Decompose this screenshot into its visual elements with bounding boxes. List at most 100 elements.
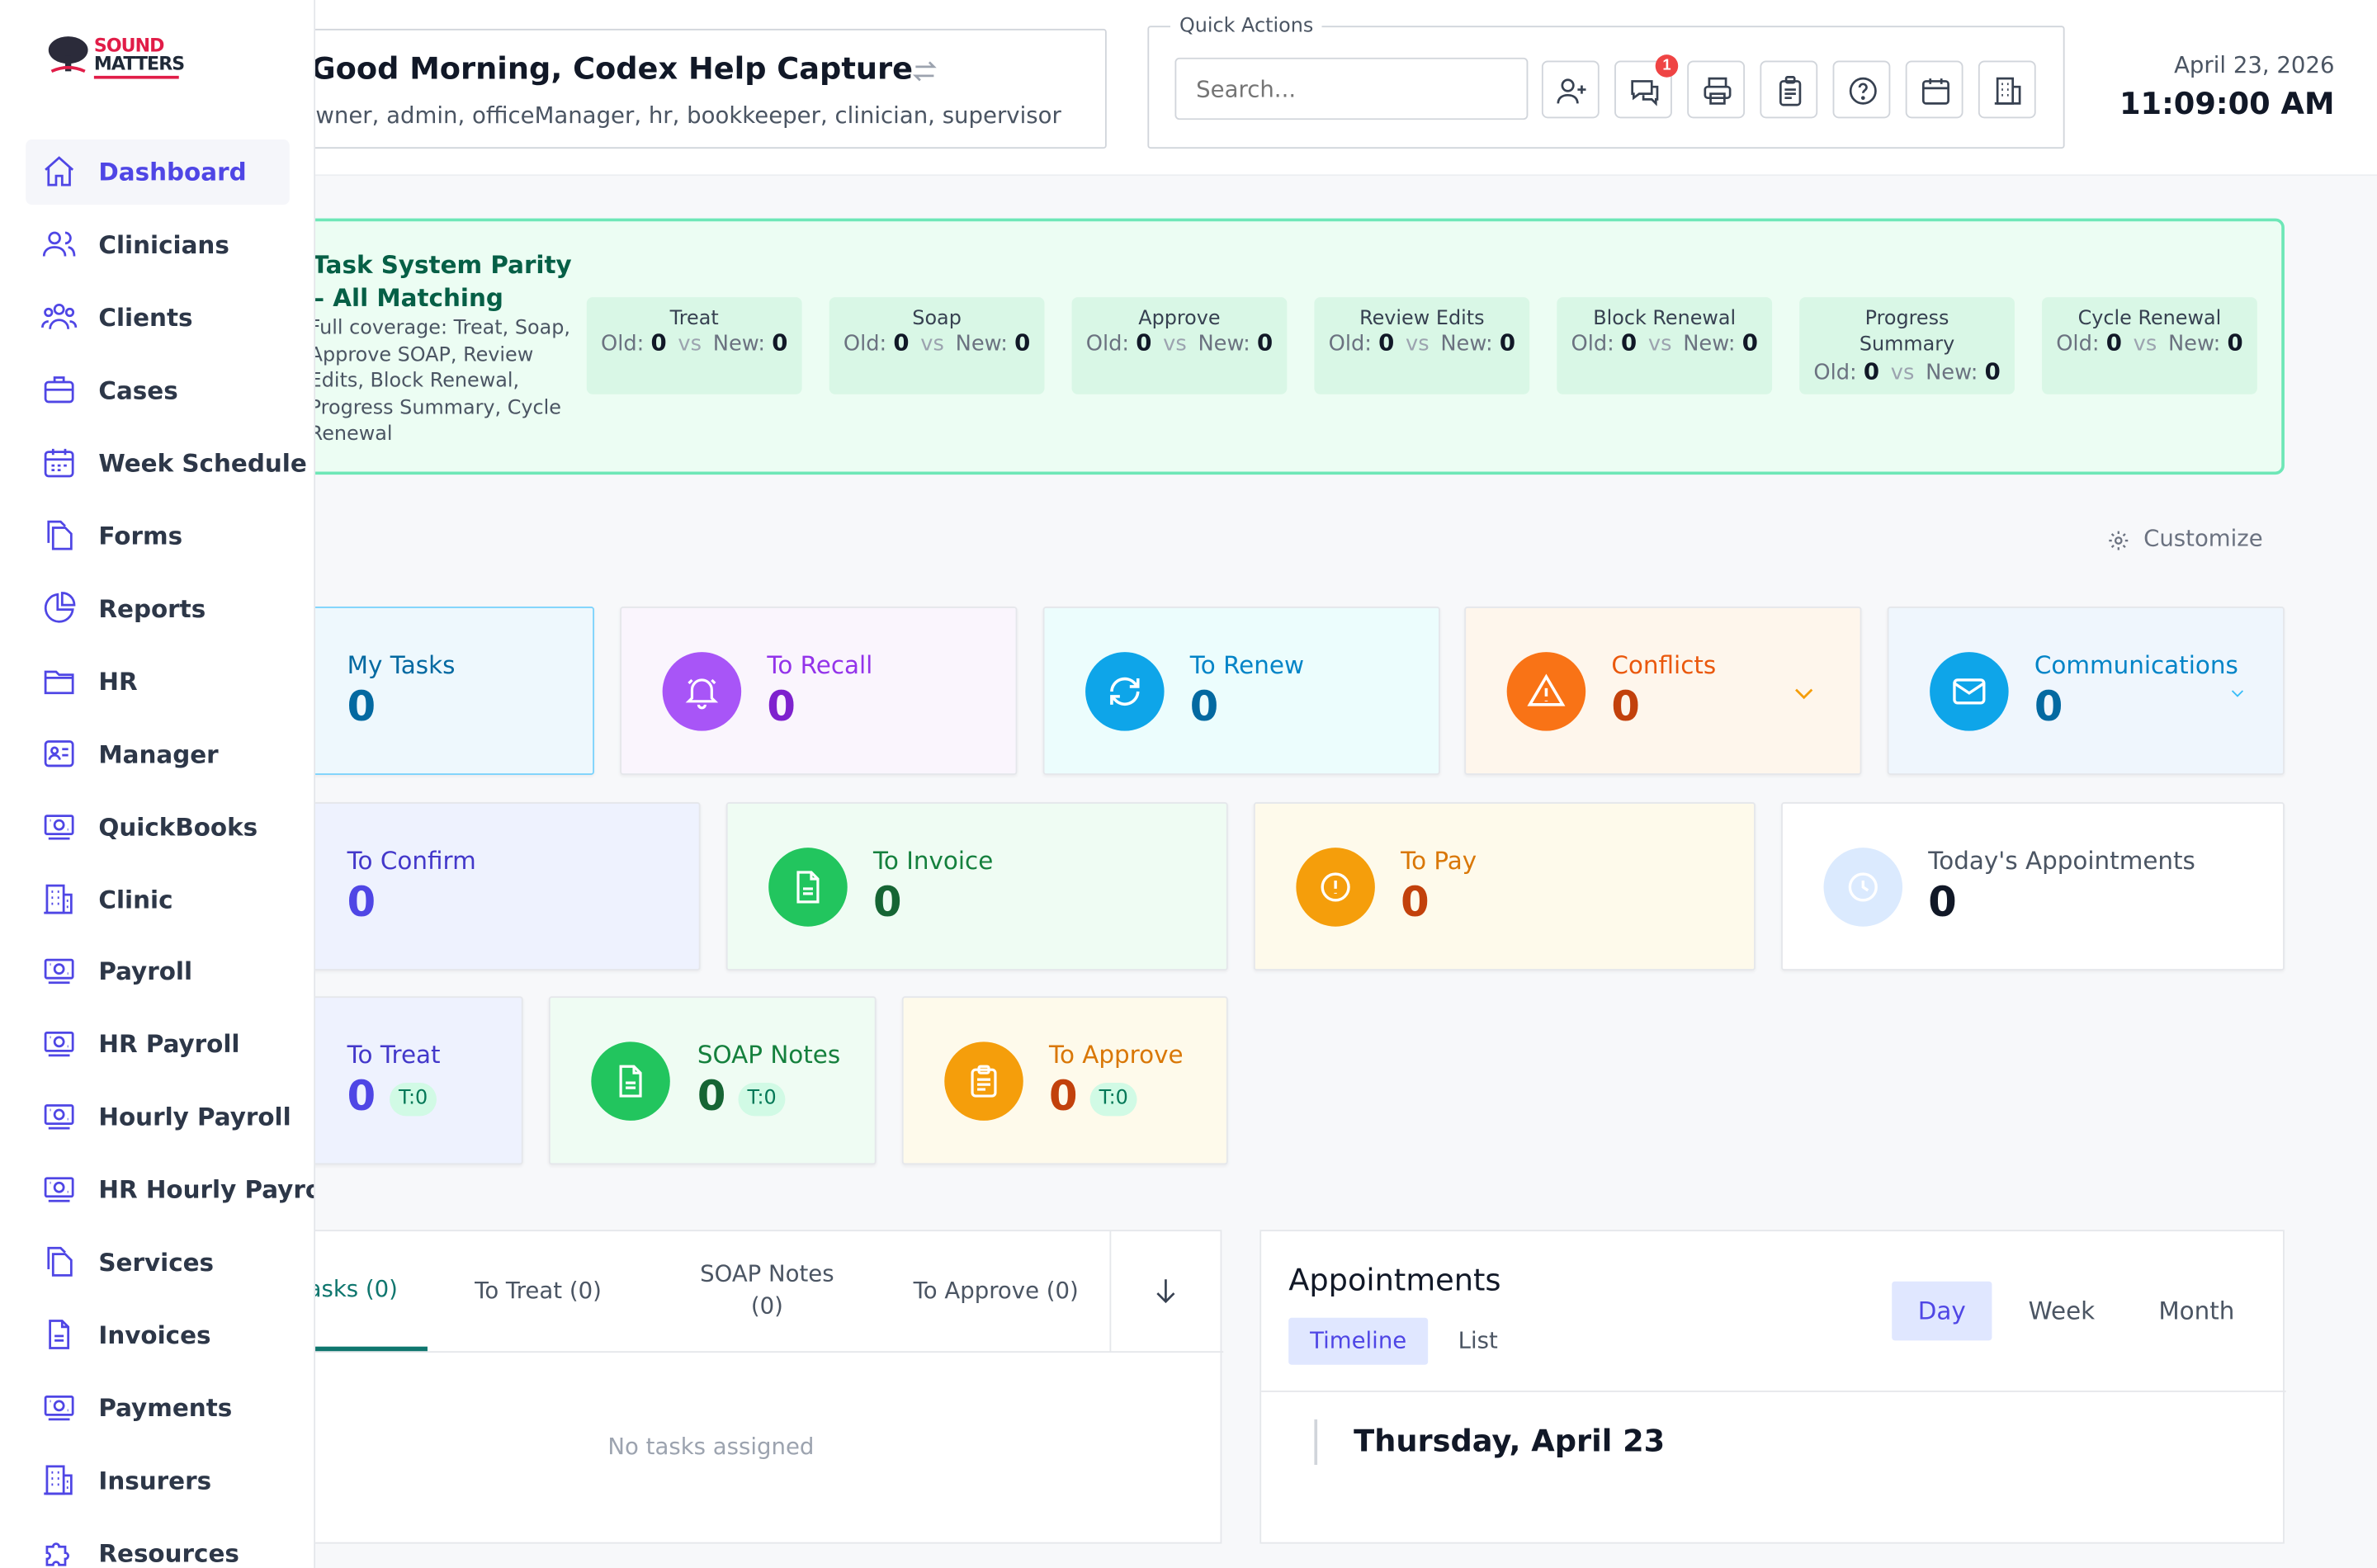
clipboard-button[interactable] (1760, 60, 1818, 119)
documents-icon (47, 520, 73, 550)
parity-chip-treat: Treat Old: 0 vs New: 0 (586, 297, 802, 394)
stat-title: To Recall (767, 650, 873, 680)
stat-value: 0 (1928, 879, 1957, 927)
app-logo[interactable]: SOUND MATTERS (45, 31, 185, 82)
sidebar-item-label: Manager (98, 739, 219, 768)
new-label: New: (1683, 332, 1736, 357)
sidebar-item-payments[interactable]: Payments (26, 1376, 290, 1441)
stat-title: To Approve (1048, 1040, 1184, 1070)
home-icon (45, 156, 74, 187)
stat-card-soap-notes[interactable]: SOAP Notes 0 T:0 (548, 996, 877, 1165)
sidebar-item-label: Payments (98, 1393, 233, 1423)
old-value: 0 (1863, 357, 1880, 385)
stat-card-to-recall[interactable]: To Recall 0 (620, 607, 1018, 775)
sidebar-item-insurers[interactable]: Insurers (26, 1448, 290, 1514)
document-icon (796, 871, 820, 904)
calendar-button[interactable] (1905, 60, 1964, 119)
add-user-button[interactable] (1541, 60, 1600, 119)
sidebar-item-hr-hourly-payroll[interactable]: HR Hourly Payroll (26, 1158, 314, 1223)
parity-chip-block-renewal: Block Renewal Old: 0 vs New: 0 (1557, 297, 1773, 394)
new-value: 0 (772, 328, 788, 357)
sidebar-item-forms[interactable]: Forms (26, 503, 290, 569)
tab-to-treat[interactable]: To Treat (0) (475, 1277, 602, 1305)
old-value: 0 (893, 328, 910, 357)
sidebar-item-quickbooks[interactable]: QuickBooks (26, 794, 290, 859)
stat-value: 0 (697, 1073, 726, 1121)
sidebar-item-week-schedule[interactable]: Week Schedule (26, 430, 307, 495)
stat-value: 0 (1401, 879, 1430, 927)
parity-chip-name: Cycle Renewal (2077, 308, 2222, 331)
stat-card-conflicts[interactable]: Conflicts 0 (1464, 607, 1862, 775)
new-value: 0 (1014, 328, 1031, 357)
sidebar-item-cases[interactable]: Cases (26, 357, 290, 423)
stat-card-to-invoice[interactable]: To Invoice 0 (725, 802, 1228, 971)
sidebar-item-resources[interactable]: Resources (26, 1521, 290, 1568)
parity-chip-values: Old: 0 vs New: 0 (2042, 329, 2257, 357)
sidebar-item-label: Resources (98, 1539, 239, 1568)
new-value: 0 (1256, 328, 1274, 357)
parity-chip-name: Treat (669, 308, 719, 331)
chevron-down-icon[interactable] (1790, 679, 1817, 706)
parity-title: Task System Parity – All Matching (312, 250, 572, 313)
stat-card-to-confirm[interactable]: To Confirm 0 (258, 802, 701, 971)
messages-button[interactable]: 1 (1614, 54, 1679, 119)
user-add-icon (1557, 78, 1586, 104)
sidebar-item-clinic[interactable]: Clinic (26, 867, 290, 932)
sidebar-item-label: Clinicians (98, 230, 229, 260)
help-button[interactable] (1832, 60, 1891, 119)
stat-value: 0 (767, 683, 796, 731)
sidebar-item-payroll[interactable]: Payroll (26, 939, 290, 1004)
tab-soap-notes[interactable]: SOAP Notes (0) (700, 1259, 834, 1320)
old-value: 0 (1136, 328, 1152, 357)
stat-title: To Confirm (347, 846, 476, 876)
recall-icon-circle (662, 652, 742, 731)
stat-card-to-approve[interactable]: To Approve 0 T:0 (901, 996, 1228, 1165)
pay-icon-circle (1296, 848, 1375, 927)
parity-chip-values: Old: 0 vs New: 0 (587, 329, 802, 357)
stat-card-todays-appointments[interactable]: Today's Appointments 0 (1781, 802, 2285, 971)
users-icon (42, 231, 76, 257)
stat-card-communications[interactable]: Communications 0 (1887, 607, 2285, 775)
print-button[interactable] (1687, 60, 1746, 119)
range-tab-week[interactable]: Week (2028, 1296, 2096, 1325)
stat-card-to-renew[interactable]: To Renew 0 (1042, 607, 1440, 775)
old-value: 0 (1621, 328, 1637, 357)
range-tab-day[interactable]: Day (1892, 1281, 1992, 1341)
sidebar-item-clinicians[interactable]: Clinicians (26, 212, 290, 277)
clock-icon (1848, 872, 1878, 902)
approve-icon-circle (944, 1041, 1023, 1121)
parity-chip-values: Old: 0 vs New: 0 (1557, 329, 1772, 357)
greeting-title: Good Morning, Codex Help Capture (310, 50, 914, 87)
vs-label: vs (920, 332, 944, 357)
chevron-down-icon[interactable] (2228, 684, 2247, 702)
sidebar-item-clients[interactable]: Clients (26, 285, 290, 350)
id-card-icon (44, 739, 74, 767)
sidebar-item-label: Invoices (98, 1320, 211, 1350)
parity-chip-values: Old: 0 vs New: 0 (829, 329, 1045, 357)
tab-to-approve[interactable]: To Approve (0) (913, 1277, 1079, 1305)
new-value: 0 (1499, 328, 1516, 357)
sidebar-item-dashboard[interactable]: Dashboard (26, 139, 290, 205)
sidebar-item-invoices[interactable]: Invoices (26, 1303, 290, 1368)
mail-icon (1953, 678, 1986, 705)
quick-search-input[interactable] (1174, 57, 1529, 120)
sidebar-item-hr[interactable]: HR (26, 649, 290, 714)
range-tab-month[interactable]: Month (2158, 1296, 2235, 1325)
view-tab-list[interactable]: List (1458, 1326, 1498, 1354)
switch-arrows-icon[interactable] (911, 58, 938, 85)
sidebar-item-manager[interactable]: Manager (26, 721, 290, 786)
sidebar-item-label: Week Schedule (98, 448, 307, 478)
building-icon (44, 1465, 73, 1495)
sidebar-item-hourly-payroll[interactable]: Hourly Payroll (26, 1084, 291, 1150)
sidebar-item-label: Reports (98, 593, 206, 623)
printer-icon (1704, 77, 1732, 105)
clinic-button[interactable] (1978, 60, 2036, 119)
parity-chip-name: Progress Summary (1859, 308, 1955, 357)
sidebar-item-reports[interactable]: Reports (26, 576, 290, 641)
sidebar-item-hr-payroll[interactable]: HR Payroll (26, 1012, 290, 1077)
arrow-down-icon[interactable] (1149, 1274, 1182, 1307)
stat-card-to-pay[interactable]: To Pay 0 (1253, 802, 1756, 971)
sidebar-item-services[interactable]: Services (26, 1230, 290, 1296)
parity-chip-soap: Soap Old: 0 vs New: 0 (829, 297, 1045, 394)
view-tab-timeline[interactable]: Timeline (1288, 1317, 1429, 1365)
